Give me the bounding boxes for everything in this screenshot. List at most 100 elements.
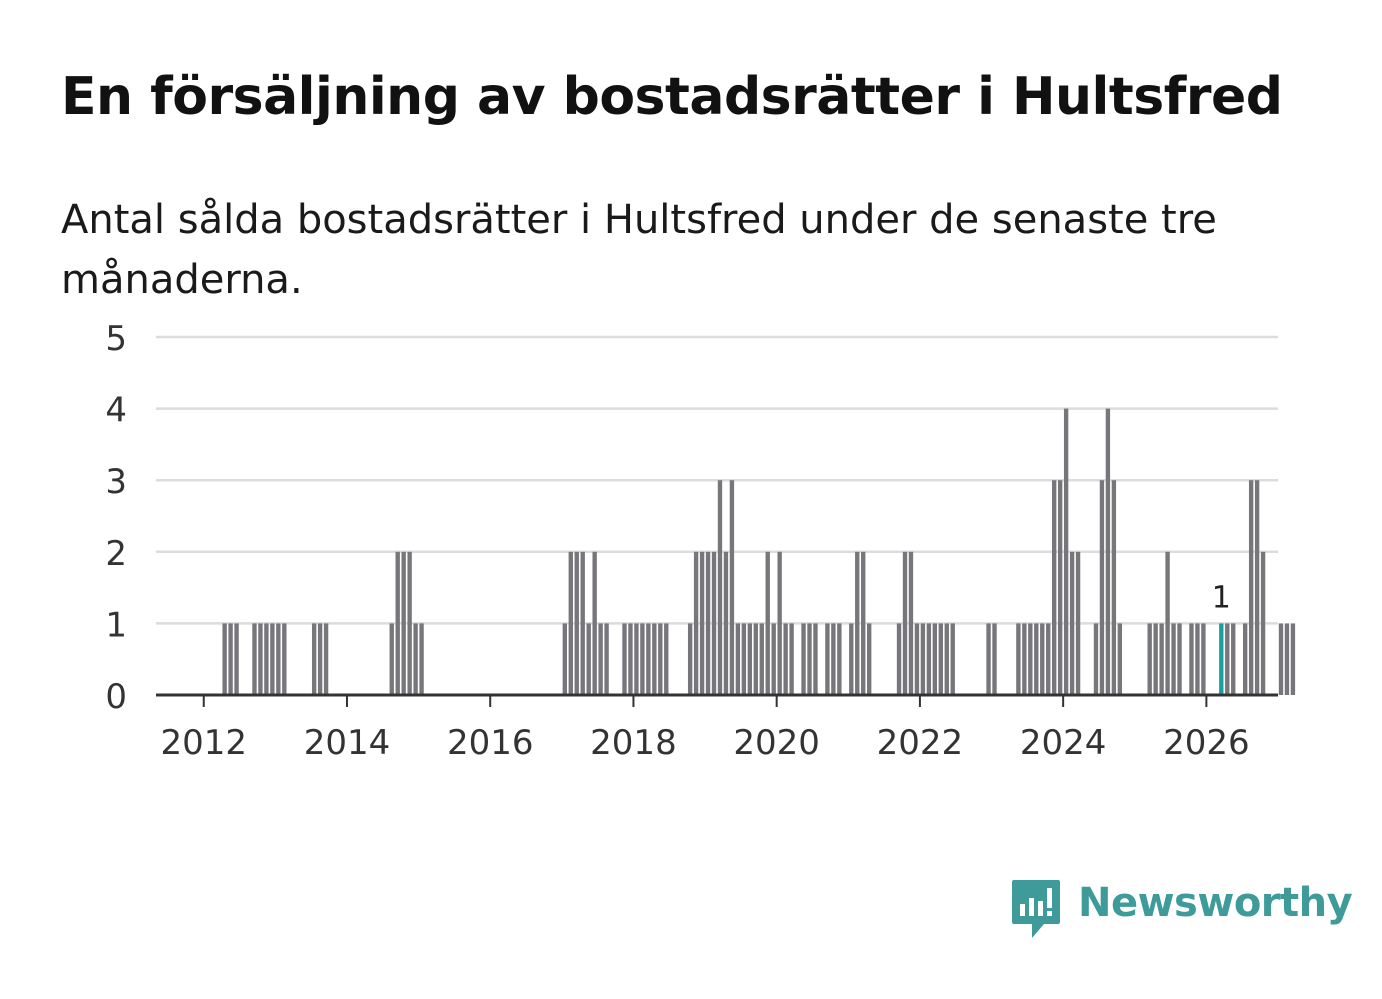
bar — [1105, 408, 1111, 695]
bar — [270, 623, 275, 695]
y-tick-label: 3 — [105, 462, 127, 502]
bar — [867, 623, 872, 695]
x-tick-label: 2016 — [447, 723, 534, 763]
bar — [652, 623, 657, 695]
bar — [658, 623, 663, 695]
bar — [1284, 623, 1290, 695]
y-tick-label: 1 — [105, 605, 127, 645]
bar — [1231, 623, 1236, 695]
bar — [908, 551, 914, 695]
bar — [1195, 623, 1200, 695]
bar — [586, 623, 591, 695]
bar — [628, 623, 633, 695]
bar — [389, 623, 394, 695]
chart-title: En försäljning av bostadsrätter i Hultsf… — [61, 67, 1283, 127]
bar — [634, 623, 639, 695]
bar — [986, 623, 991, 695]
newsworthy-logo-icon — [1012, 880, 1060, 938]
x-tick-label: 2024 — [1020, 723, 1107, 763]
y-axis-ticks: 0 1 2 3 4 5 — [105, 319, 127, 717]
newsworthy-logo: Newsworthy — [1010, 878, 1353, 940]
bar — [1069, 551, 1075, 695]
bar — [622, 623, 627, 695]
bar — [759, 623, 764, 695]
highlight-bar — [1219, 623, 1224, 695]
x-tick-label: 2022 — [877, 723, 964, 763]
bar — [1248, 480, 1254, 695]
bar — [783, 623, 788, 695]
bar — [222, 623, 227, 695]
bar — [1171, 623, 1176, 695]
bar — [747, 623, 753, 695]
bar — [1028, 623, 1033, 695]
x-tick-label: 2018 — [590, 723, 677, 763]
bar — [789, 623, 794, 695]
data-labels: 1 — [1212, 580, 1231, 615]
bar — [950, 623, 955, 695]
bar — [1177, 623, 1182, 695]
bar — [813, 623, 818, 695]
bar — [604, 623, 609, 695]
bar — [765, 551, 770, 695]
bar — [944, 623, 949, 695]
bar — [735, 623, 741, 695]
bar — [914, 623, 920, 695]
bar — [401, 551, 406, 695]
x-axis-ticks: 2012 2014 2016 2018 2020 2022 2024 2026 — [160, 695, 1250, 763]
bar — [598, 623, 603, 695]
chart-subtitle: Antal sålda bostadsrätter i Hultsfred un… — [61, 197, 1217, 303]
bar — [1117, 623, 1123, 695]
bar — [282, 623, 287, 695]
bar — [1225, 623, 1230, 695]
bar — [902, 551, 908, 695]
bar — [323, 623, 329, 695]
bar — [693, 551, 699, 695]
bar — [407, 551, 412, 695]
bar — [1165, 551, 1170, 695]
bar — [1290, 623, 1296, 695]
bar — [938, 623, 943, 695]
bar — [1040, 623, 1045, 695]
bar — [1159, 623, 1164, 695]
bar — [1016, 623, 1021, 695]
bar — [1147, 623, 1152, 695]
y-tick-label: 0 — [105, 677, 127, 717]
bar — [992, 623, 997, 695]
bar — [687, 623, 693, 695]
x-tick-label: 2012 — [160, 723, 247, 763]
x-tick-label: 2026 — [1163, 723, 1250, 763]
bar — [849, 623, 854, 695]
bar — [1254, 480, 1260, 695]
bar — [741, 623, 747, 695]
y-tick-label: 5 — [105, 319, 127, 359]
y-tick-label: 2 — [105, 534, 127, 574]
bar — [1278, 623, 1284, 695]
bar — [825, 623, 830, 695]
bar — [771, 623, 776, 695]
bar — [580, 551, 585, 695]
bar — [801, 623, 806, 695]
bar — [664, 623, 669, 695]
bar — [317, 623, 323, 695]
bar — [861, 551, 866, 695]
bar — [1099, 480, 1105, 695]
bar — [711, 551, 717, 695]
bar — [1260, 551, 1266, 695]
bar — [574, 551, 579, 695]
bar — [234, 623, 239, 695]
y-tick-label: 4 — [105, 391, 127, 431]
bar — [1052, 480, 1057, 695]
bar — [753, 623, 758, 695]
bar — [646, 623, 651, 695]
bar — [723, 551, 729, 695]
bar — [729, 480, 735, 695]
bars — [222, 408, 1296, 695]
bar — [896, 623, 902, 695]
bar — [926, 623, 932, 695]
bar — [807, 623, 812, 695]
bar — [228, 623, 233, 695]
bar — [920, 623, 926, 695]
bar — [413, 623, 418, 695]
bar — [1046, 623, 1051, 695]
bar — [1111, 480, 1117, 695]
